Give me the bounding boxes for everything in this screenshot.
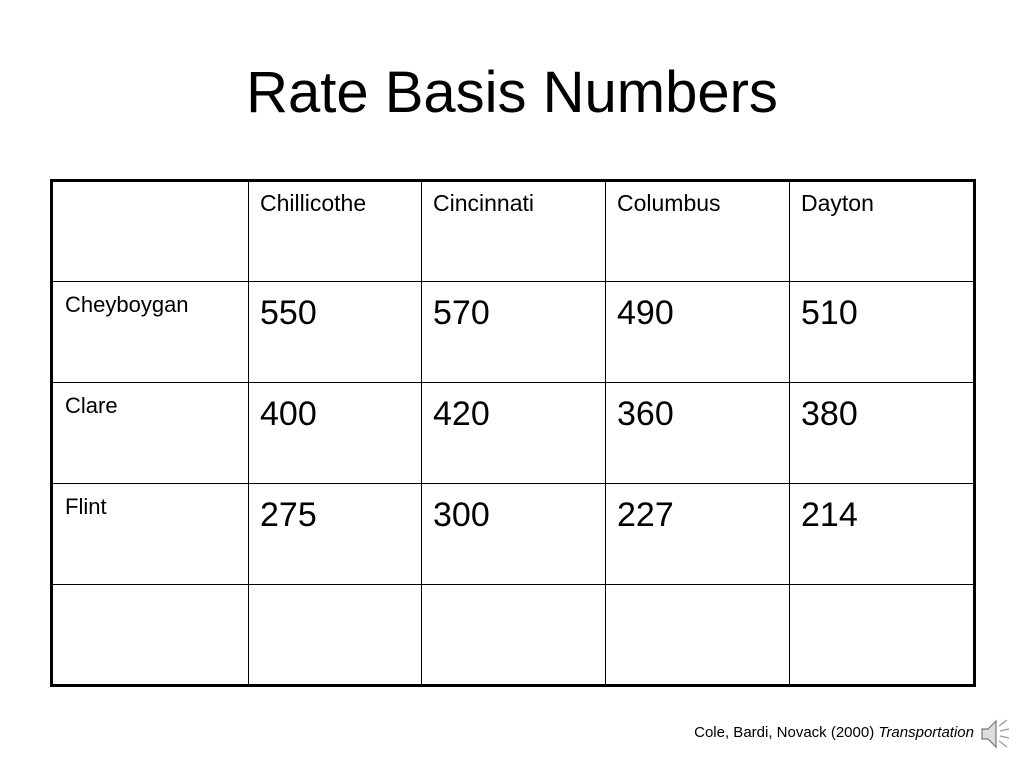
rate-cell: 275 (248, 483, 422, 585)
citation: Cole, Bardi, Novack (2000) Transportatio… (694, 722, 974, 744)
citation-work: Transportation (878, 724, 974, 741)
data-row: Cheyboygan 550 570 490 510 (51, 281, 975, 383)
data-row: Clare 400 420 360 380 (51, 382, 975, 484)
rate-table: Chillicothe Cincinnati Columbus Dayton Cheyb… (50, 179, 976, 687)
data-row: Flint 275 300 227 214 (51, 483, 975, 585)
column-header: Chillicothe (248, 180, 422, 282)
empty-cell (421, 584, 606, 686)
citation-authors: Cole, Bardi, Novack (2000) (694, 724, 875, 741)
rate-cell: 400 (248, 382, 422, 484)
row-label: Clare (51, 382, 249, 484)
rate-cell: 214 (789, 483, 975, 585)
rate-cell: 420 (421, 382, 606, 484)
rate-cell: 570 (421, 281, 606, 383)
column-header: Cincinnati (421, 180, 606, 282)
empty-cell (605, 584, 790, 686)
column-header: Dayton (789, 180, 975, 282)
rate-cell: 360 (605, 382, 790, 484)
rate-cell: 490 (605, 281, 790, 383)
rate-cell: 550 (248, 281, 422, 383)
rate-cell: 380 (789, 382, 975, 484)
empty-cell (51, 584, 249, 686)
row-label: Flint (51, 483, 249, 585)
empty-cell (51, 180, 249, 282)
rate-cell: 227 (605, 483, 790, 585)
row-label: Cheyboygan (51, 281, 249, 383)
speaker-icon[interactable] (976, 716, 1010, 752)
rate-cell: 300 (421, 483, 606, 585)
empty-cell (248, 584, 422, 686)
empty-row (51, 584, 975, 686)
rate-cell: 510 (789, 281, 975, 383)
column-header: Columbus (605, 180, 790, 282)
header-row: Chillicothe Cincinnati Columbus Dayton (51, 180, 975, 282)
slide-title: Rate Basis Numbers (246, 60, 778, 125)
empty-cell (789, 584, 975, 686)
